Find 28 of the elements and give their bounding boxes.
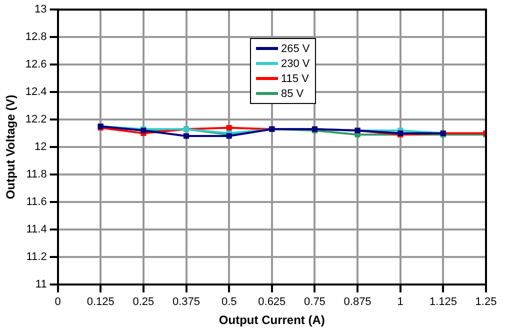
x-tick-label: 0.125	[86, 296, 114, 308]
y-axis-title: Output Voltage (V)	[4, 94, 18, 200]
x-tick-label: 0.375	[172, 296, 200, 308]
x-tick-label: 0	[54, 296, 61, 308]
y-tick-label: 12.2	[25, 114, 47, 126]
x-tick-label: 1	[397, 296, 404, 308]
x-axis-title: Output Current (A)	[218, 313, 325, 328]
y-tick-label: 12.8	[25, 31, 47, 44]
y-tick-label: 11.2	[26, 250, 47, 263]
x-tick-label: 0.5	[221, 296, 237, 308]
legend-label: 85 V	[281, 88, 304, 100]
x-tick-label: 1.25	[475, 296, 497, 308]
x-tick-label: 0.625	[258, 296, 286, 308]
x-tick-label: 0.75	[304, 296, 326, 308]
x-tick-label: 0.25	[132, 296, 154, 308]
legend-label: 230 V	[281, 58, 310, 70]
y-tick-label: 11.4	[26, 223, 47, 236]
y-tick-label: 11.8	[26, 168, 47, 181]
x-tick-label: 0.875	[344, 296, 372, 308]
y-tick-label: 12.4	[25, 86, 47, 98]
legend-label: 115 V	[281, 72, 309, 84]
y-tick-label: 12.6	[25, 58, 47, 71]
y-tick-label: 12	[34, 141, 47, 154]
legend-label: 265 V	[281, 42, 310, 54]
x-tick-label: 1.125	[429, 296, 457, 308]
y-tick-label: 13	[34, 4, 47, 16]
y-tick-label: 11.6	[26, 196, 47, 208]
y-tick-label: 11	[35, 278, 47, 290]
